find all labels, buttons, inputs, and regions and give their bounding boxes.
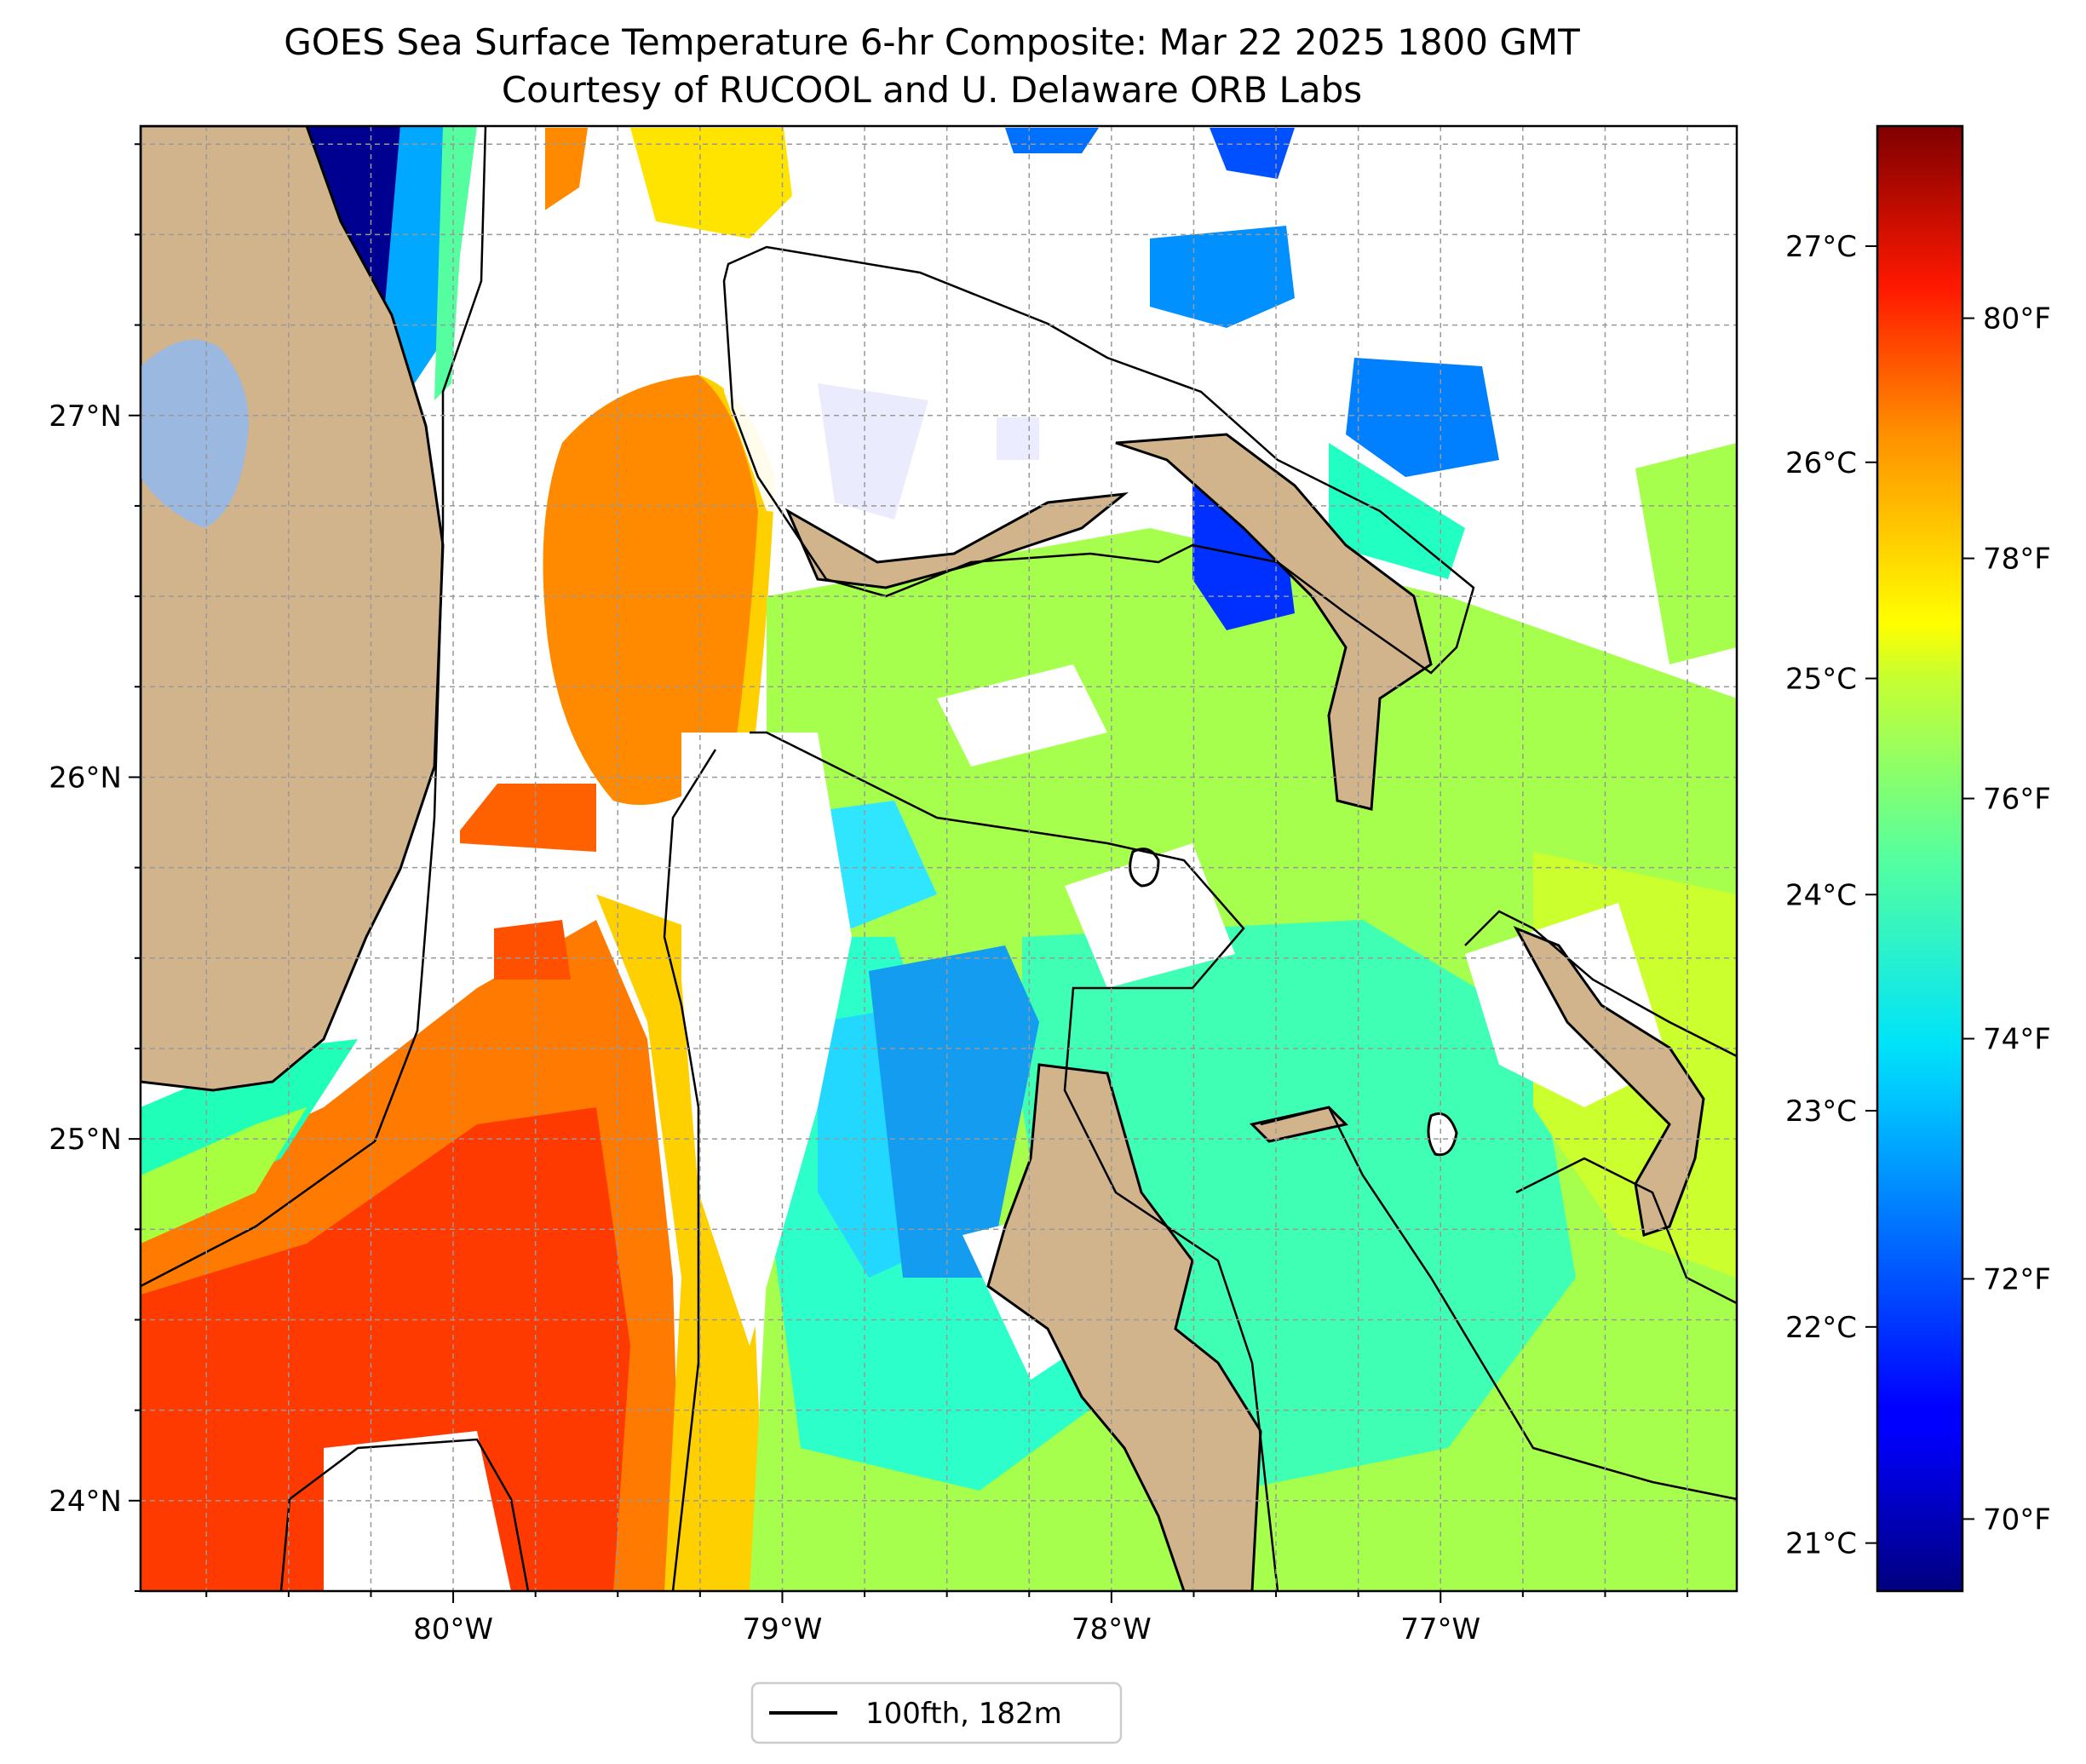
warm-eddy — [543, 375, 767, 805]
teal-patch-ne — [1329, 443, 1465, 579]
colorbar-c-label: 22°C — [1785, 1311, 1857, 1345]
colorbar-fahrenheit-axis: 70°F 72°F 74°F 76°F 78°F 80°F — [1962, 302, 2051, 1537]
colorbar-c-label: 25°C — [1785, 663, 1857, 697]
cloud-gap-mid — [1065, 843, 1235, 988]
lat-tick-label: 26°N — [49, 761, 122, 795]
green-patch-east — [1635, 443, 1737, 664]
blue-patch-ne-4 — [1210, 128, 1295, 179]
lake-okeechobee — [141, 339, 249, 528]
legend-label: 100fth, 182m — [865, 1697, 1062, 1731]
colorbar-celsius-axis: 21°C 22°C 23°C 24°C 25°C 26°C 27°C — [1785, 230, 1877, 1561]
coastal-green-strip — [141, 1107, 307, 1244]
isobath-florida — [141, 126, 487, 1288]
cloud-gap-north — [715, 256, 1175, 528]
lat-tick-label: 24°N — [49, 1485, 122, 1519]
eleuthera-island — [1513, 926, 1705, 1237]
warm-water-region — [141, 962, 664, 1591]
lon-tick-label: 79°W — [743, 1612, 823, 1646]
latitude-axis: 27°N 26°N 25°N 24°N — [49, 143, 141, 1592]
colorbar-c-label: 27°C — [1785, 230, 1857, 264]
lon-tick-label: 77°W — [1400, 1612, 1480, 1646]
legend-box — [750, 1681, 1123, 1744]
cloud-gap-small — [937, 664, 1107, 767]
red-patch-mid — [494, 920, 571, 980]
cloud-gap-central — [681, 733, 852, 1346]
title-line-1: GOES Sea Surface Temperature 6-hr Compos… — [284, 21, 1580, 63]
map-area — [141, 126, 1737, 1591]
colorbar-c-label: 26°C — [1785, 446, 1857, 480]
colorbar-f-label: 78°F — [1983, 543, 2051, 577]
colorbar-f-label: 76°F — [1983, 783, 2051, 817]
blue-water-tongue — [869, 945, 1039, 1278]
land — [141, 126, 1705, 1591]
orange-patch-mid — [460, 784, 596, 852]
cold-coastal-water — [307, 126, 400, 324]
grand-bahama-island — [784, 491, 1129, 589]
andros-island — [986, 1063, 1262, 1591]
colorbar — [1876, 124, 1964, 1593]
legend: 100fth, 182m — [750, 1681, 1123, 1744]
lat-tick-label: 25°N — [49, 1123, 122, 1157]
sst-field — [141, 126, 1737, 1591]
blue-patch-ne-3 — [1005, 128, 1099, 153]
blue-patch-ne-1 — [1150, 226, 1295, 328]
small-cay — [1427, 1112, 1458, 1157]
isobath-little-bahama-bank — [722, 245, 1475, 675]
colorbar-f-label: 72°F — [1983, 1262, 2051, 1296]
isobath-exuma — [1515, 1157, 1737, 1305]
north-yellow-patch — [630, 128, 792, 238]
colorbar-c-label: 24°C — [1785, 878, 1857, 912]
blue-patch-ne-2 — [1346, 358, 1499, 477]
title-line-2: Courtesy of RUCOOL and U. Delaware ORB L… — [502, 69, 1362, 111]
colorbar-c-label: 21°C — [1785, 1527, 1857, 1561]
grid-lines — [141, 126, 1737, 1591]
longitude-axis: 80°W 79°W 78°W 77°W — [205, 1591, 1689, 1646]
lat-tick-label: 27°N — [49, 399, 122, 434]
isobath-straits — [663, 749, 717, 1591]
colorbar-f-label: 74°F — [1983, 1022, 2051, 1056]
isobath-eleuthera — [1464, 910, 1737, 1058]
colorbar-c-label: 23°C — [1785, 1095, 1857, 1129]
lon-tick-label: 78°W — [1072, 1612, 1152, 1646]
map-frame — [139, 124, 1738, 1593]
colorbar-f-label: 70°F — [1983, 1503, 2051, 1537]
colorbar-f-label: 80°F — [1983, 302, 2051, 336]
lon-tick-label: 80°W — [413, 1612, 493, 1646]
warm-water-band — [141, 920, 681, 1591]
